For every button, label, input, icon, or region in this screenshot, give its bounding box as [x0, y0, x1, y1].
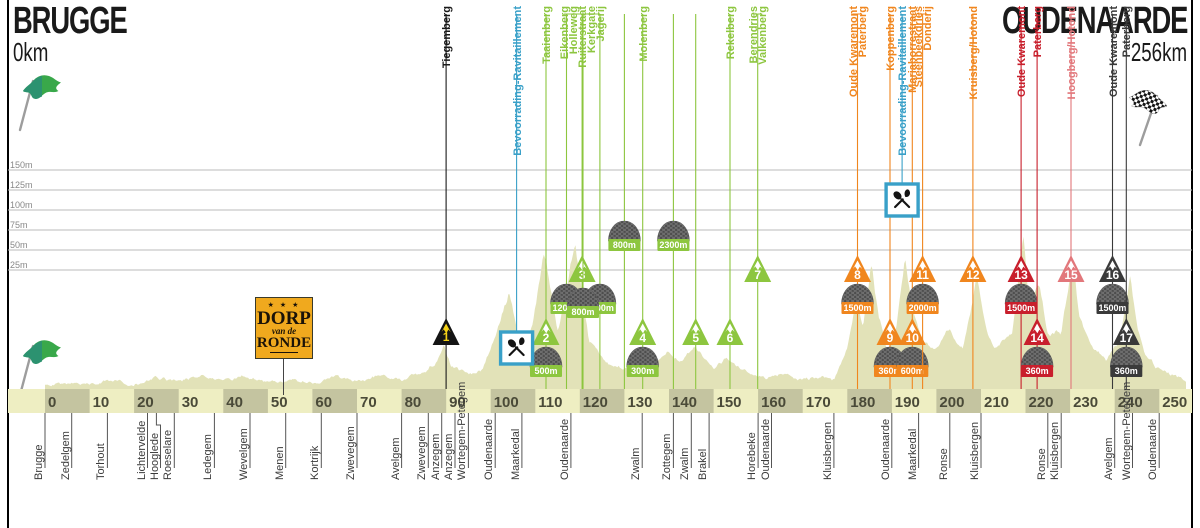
svg-text:1500m: 1500m: [1007, 303, 1035, 313]
svg-text:50m: 50m: [10, 240, 28, 250]
svg-text:8: 8: [854, 268, 861, 282]
svg-text:11: 11: [916, 268, 929, 282]
svg-text:0: 0: [48, 394, 56, 411]
svg-text:800m: 800m: [613, 240, 636, 250]
svg-text:14: 14: [1030, 331, 1044, 345]
svg-text:30: 30: [182, 394, 199, 411]
svg-text:9: 9: [887, 331, 894, 345]
svg-text:7: 7: [754, 268, 761, 282]
svg-text:10: 10: [906, 331, 920, 345]
svg-text:3: 3: [579, 268, 586, 282]
svg-text:5: 5: [692, 331, 699, 345]
svg-text:17: 17: [1120, 331, 1134, 345]
svg-text:230: 230: [1073, 394, 1098, 411]
svg-text:25m: 25m: [10, 260, 28, 270]
svg-text:150: 150: [717, 394, 742, 411]
svg-text:125m: 125m: [10, 180, 33, 190]
svg-text:16: 16: [1106, 268, 1120, 282]
svg-text:60: 60: [315, 394, 332, 411]
svg-text:800m: 800m: [571, 307, 594, 317]
svg-text:70: 70: [360, 394, 377, 411]
svg-text:220: 220: [1029, 394, 1054, 411]
svg-text:2000m: 2000m: [909, 303, 937, 313]
svg-text:170: 170: [806, 394, 831, 411]
svg-text:500m: 500m: [534, 366, 557, 376]
svg-text:10: 10: [93, 394, 110, 411]
svg-text:200: 200: [939, 394, 964, 411]
svg-text:140: 140: [672, 394, 697, 411]
svg-text:15: 15: [1064, 268, 1078, 282]
svg-text:130: 130: [627, 394, 652, 411]
svg-text:75m: 75m: [10, 220, 28, 230]
svg-text:2: 2: [543, 331, 550, 345]
svg-text:360m: 360m: [1026, 366, 1049, 376]
svg-text:1500m: 1500m: [843, 303, 871, 313]
svg-text:300m: 300m: [631, 366, 654, 376]
svg-text:150m: 150m: [10, 160, 33, 170]
svg-text:20: 20: [137, 394, 154, 411]
svg-text:6: 6: [727, 331, 734, 345]
svg-text:12: 12: [966, 268, 980, 282]
svg-text:2300m: 2300m: [659, 240, 687, 250]
svg-text:190: 190: [895, 394, 920, 411]
svg-text:1500m: 1500m: [1098, 303, 1126, 313]
svg-text:4: 4: [639, 331, 646, 345]
svg-text:100m: 100m: [10, 200, 33, 210]
svg-text:1: 1: [443, 330, 450, 344]
svg-text:210: 210: [984, 394, 1009, 411]
svg-text:50: 50: [271, 394, 288, 411]
svg-text:600m: 600m: [901, 366, 924, 376]
svg-text:120: 120: [583, 394, 608, 411]
svg-text:180: 180: [850, 394, 875, 411]
svg-text:100: 100: [494, 394, 519, 411]
svg-text:40: 40: [226, 394, 243, 411]
svg-text:250: 250: [1162, 394, 1187, 411]
svg-text:160: 160: [761, 394, 786, 411]
svg-text:80: 80: [405, 394, 422, 411]
svg-text:13: 13: [1014, 268, 1028, 282]
svg-text:110: 110: [538, 394, 562, 411]
svg-text:360m: 360m: [1115, 366, 1138, 376]
